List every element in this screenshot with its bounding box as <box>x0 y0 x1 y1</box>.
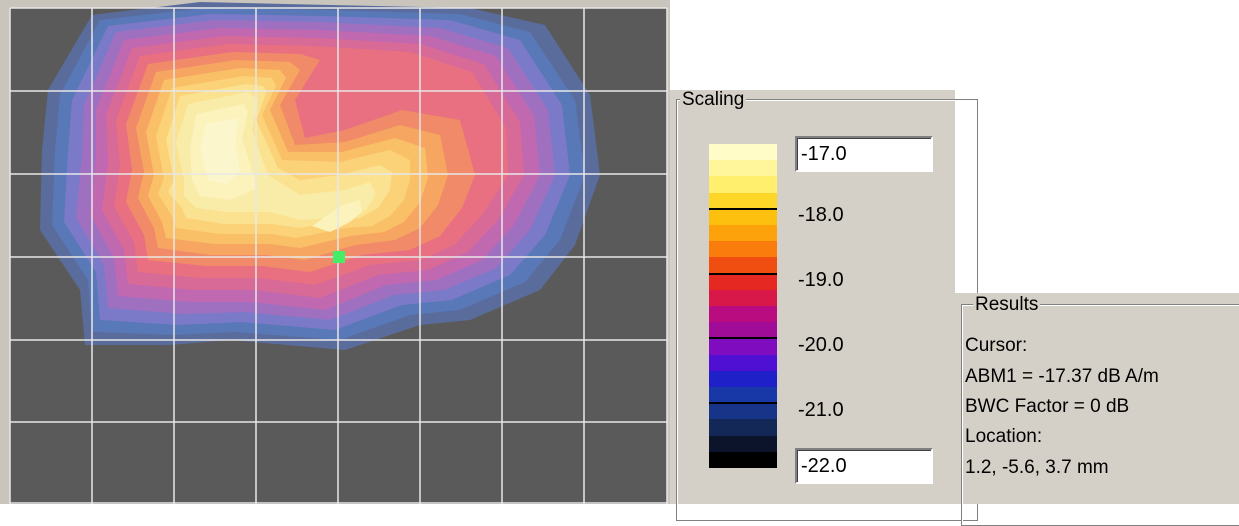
color-bar-tick <box>709 402 777 405</box>
color-bar-tick <box>709 337 777 340</box>
result-line: Location: <box>965 426 1043 447</box>
color-swatch <box>709 306 777 323</box>
result-line: ABM1 = -17.37 dB A/m <box>965 366 1159 387</box>
color-swatch <box>709 322 777 339</box>
color-swatch <box>709 241 777 258</box>
min-scale-input[interactable] <box>795 448 933 484</box>
grid-lines <box>9 7 668 504</box>
color-swatch <box>709 451 777 469</box>
cursor-marker[interactable] <box>333 251 345 263</box>
results-panel: Results Cursor: ABM1 = -17.37 dB A/m BWC… <box>955 293 1239 526</box>
color-swatch <box>709 370 777 388</box>
results-title: Results <box>973 294 1041 315</box>
scaling-panel: Scaling -18.0 -19.0 -20.0 -21.0 <box>670 89 978 521</box>
color-swatch <box>709 419 777 437</box>
color-bar-tick <box>709 207 777 210</box>
scaling-title: Scaling <box>680 89 747 110</box>
scale-tick-label: -19.0 <box>798 269 844 291</box>
field-plot[interactable] <box>0 0 670 504</box>
color-swatch <box>709 225 777 242</box>
color-swatch <box>709 435 777 453</box>
color-swatch <box>709 176 777 194</box>
field-contours <box>40 2 600 350</box>
color-swatch <box>709 387 777 404</box>
scale-tick-label: -20.0 <box>798 334 844 356</box>
color-bar <box>709 144 777 469</box>
color-bar-tick <box>709 272 777 275</box>
result-line: 1.2, -5.6, 3.7 mm <box>965 457 1109 478</box>
contour-band <box>200 118 240 184</box>
scale-tick-label: -18.0 <box>798 204 844 226</box>
max-scale-input[interactable] <box>795 136 933 172</box>
color-swatch <box>709 257 777 275</box>
color-swatch <box>709 289 777 307</box>
color-swatch <box>709 144 777 161</box>
result-line: Cursor: <box>965 335 1028 356</box>
result-line: BWC Factor = 0 dB <box>965 396 1130 417</box>
color-swatch <box>709 403 777 420</box>
color-swatch <box>709 354 777 372</box>
color-swatch <box>709 192 777 210</box>
color-swatch <box>709 208 777 226</box>
color-swatch <box>709 160 777 177</box>
color-swatch <box>709 273 777 291</box>
field-map[interactable] <box>0 0 670 504</box>
color-swatch <box>709 338 777 356</box>
scale-tick-label: -21.0 <box>798 399 844 421</box>
